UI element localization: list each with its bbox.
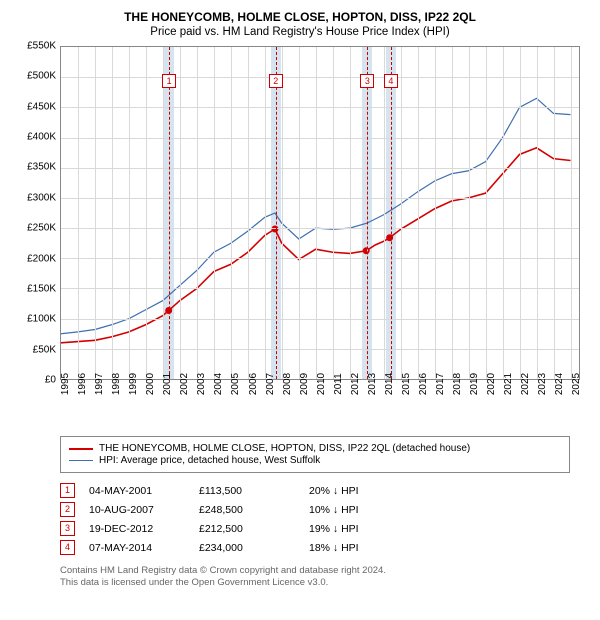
table-row: 4 07-MAY-2014£234,00018% ↓ HPI (60, 538, 373, 557)
x-axis-label: 2021 (503, 373, 514, 395)
footer-line1: Contains HM Land Registry data © Crown c… (60, 565, 586, 577)
x-axis-label: 2009 (299, 373, 310, 395)
x-axis-label: 1997 (94, 373, 105, 395)
x-axis-label: 2003 (196, 373, 207, 395)
x-axis-label: 2007 (265, 373, 276, 395)
x-axis-label: 2004 (213, 373, 224, 395)
y-axis-label: £300K (27, 192, 56, 203)
footer-line2: This data is licensed under the Open Gov… (60, 577, 586, 589)
x-axis-label: 2002 (179, 373, 190, 395)
sale-marker-box: 4 (384, 74, 398, 88)
sale-date: 04-MAY-2001 (89, 481, 199, 500)
sale-date: 07-MAY-2014 (89, 538, 199, 557)
y-axis-label: £550K (27, 41, 56, 52)
x-axis-label: 2015 (401, 373, 412, 395)
y-axis-label: £100K (27, 314, 56, 325)
sale-date: 10-AUG-2007 (89, 500, 199, 519)
y-axis-label: £350K (27, 162, 56, 173)
legend-row-hpi: HPI: Average price, detached house, West… (69, 455, 561, 466)
sale-marker-box: 1 (162, 74, 176, 88)
chart-title: THE HONEYCOMB, HOLME CLOSE, HOPTON, DISS… (14, 10, 586, 24)
x-axis-label: 1998 (111, 373, 122, 395)
chart-subtitle: Price paid vs. HM Land Registry's House … (14, 26, 586, 38)
x-axis-label: 2023 (537, 373, 548, 395)
x-axis-label: 2025 (571, 373, 582, 395)
sale-delta: 10% ↓ HPI (309, 500, 373, 519)
footer-attribution: Contains HM Land Registry data © Crown c… (60, 565, 586, 590)
sale-marker-box: 3 (360, 74, 374, 88)
sale-price: £212,500 (199, 519, 309, 538)
x-axis-label: 2008 (282, 373, 293, 395)
x-axis-label: 1995 (60, 373, 71, 395)
sale-delta: 20% ↓ HPI (309, 481, 373, 500)
plot-region: 1 2 34 (60, 46, 580, 380)
x-axis-label: 2014 (384, 373, 395, 395)
legend-row-property: THE HONEYCOMB, HOLME CLOSE, HOPTON, DISS… (69, 443, 561, 454)
legend: THE HONEYCOMB, HOLME CLOSE, HOPTON, DISS… (60, 436, 570, 473)
y-axis-label: £400K (27, 132, 56, 143)
sale-number-box: 1 (60, 483, 75, 498)
y-axis-label: £0 (45, 375, 56, 386)
sale-number-box: 4 (60, 540, 75, 555)
y-axis-label: £50K (33, 344, 56, 355)
x-axis-label: 2001 (162, 373, 173, 395)
legend-swatch-property (69, 448, 93, 450)
table-row: 3 19-DEC-2012£212,50019% ↓ HPI (60, 519, 373, 538)
sale-marker-box: 2 (269, 74, 283, 88)
x-axis-label: 2024 (554, 373, 565, 395)
x-axis-label: 2006 (248, 373, 259, 395)
sale-marker-line (276, 47, 277, 379)
sale-marker-line (169, 47, 170, 379)
x-axis-label: 2011 (333, 373, 344, 395)
x-axis-label: 1999 (128, 373, 139, 395)
x-axis-label: 2017 (435, 373, 446, 395)
sale-marker-line (367, 47, 368, 379)
sale-delta: 19% ↓ HPI (309, 519, 373, 538)
sale-delta: 18% ↓ HPI (309, 538, 373, 557)
x-axis-label: 2012 (350, 373, 361, 395)
x-axis-label: 2016 (418, 373, 429, 395)
sale-marker-line (391, 47, 392, 379)
y-axis-label: £250K (27, 223, 56, 234)
chart-area: 1 2 34 £0 £50K £100K £150K £200K £250K £300K £350… (14, 46, 586, 406)
legend-label-hpi: HPI: Average price, detached house, West… (99, 455, 320, 466)
sale-price: £113,500 (199, 481, 309, 500)
x-axis-label: 2005 (230, 373, 241, 395)
y-axis-label: £500K (27, 71, 56, 82)
chart-container: THE HONEYCOMB, HOLME CLOSE, HOPTON, DISS… (0, 0, 600, 598)
sale-point-marker (386, 234, 393, 241)
sale-number-box: 2 (60, 502, 75, 517)
x-axis-label: 2020 (486, 373, 497, 395)
sales-table: 1 04-MAY-2001£113,50020% ↓ HPI 2 10-AUG-200… (60, 481, 373, 557)
x-axis-label: 2010 (316, 373, 327, 395)
y-axis-label: £150K (27, 283, 56, 294)
line-svg (61, 47, 579, 379)
table-row: 2 10-AUG-2007£248,50010% ↓ HPI (60, 500, 373, 519)
sale-price: £248,500 (199, 500, 309, 519)
sale-number-box: 3 (60, 521, 75, 536)
legend-label-property: THE HONEYCOMB, HOLME CLOSE, HOPTON, DISS… (99, 443, 470, 454)
legend-swatch-hpi (69, 460, 93, 461)
x-axis-label: 1996 (77, 373, 88, 395)
sale-price: £234,000 (199, 538, 309, 557)
y-axis-label: £450K (27, 101, 56, 112)
sale-date: 19-DEC-2012 (89, 519, 199, 538)
table-row: 1 04-MAY-2001£113,50020% ↓ HPI (60, 481, 373, 500)
x-axis-label: 2000 (145, 373, 156, 395)
y-axis-label: £200K (27, 253, 56, 264)
x-axis-label: 2022 (520, 373, 531, 395)
x-axis-label: 2019 (469, 373, 480, 395)
x-axis-label: 2018 (452, 373, 463, 395)
x-axis-label: 2013 (367, 373, 378, 395)
